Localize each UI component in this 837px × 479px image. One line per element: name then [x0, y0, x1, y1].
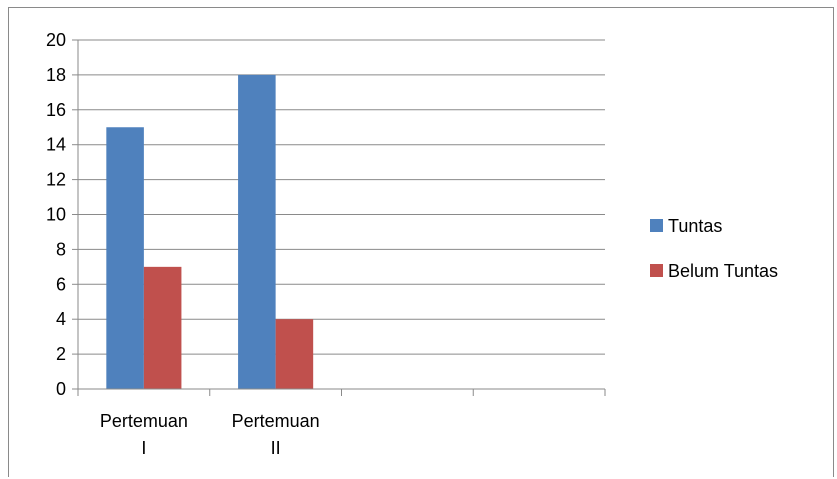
y-tick-label: 18: [46, 65, 66, 85]
bar-tuntas-1: [106, 127, 144, 389]
y-tick-label: 10: [46, 205, 66, 225]
y-tick-labels: 0 2 4 6 8 10 12 14 16 18 20: [46, 30, 66, 399]
bar-tuntas-2: [238, 74, 276, 390]
legend-swatch-tuntas: [650, 219, 663, 232]
y-tick-label: 20: [46, 30, 66, 50]
bar-belum-tuntas-2: [275, 319, 314, 389]
legend-swatch-belum-tuntas: [650, 264, 663, 277]
chart-frame: [8, 7, 834, 477]
legend-label-tuntas: Tuntas: [668, 216, 722, 236]
x-tick-label: Pertemuan: [232, 411, 320, 431]
legend-label-belum-tuntas: Belum Tuntas: [668, 261, 778, 281]
y-tick-label: 4: [56, 309, 66, 329]
y-tick-label: 16: [46, 100, 66, 120]
y-tick-label: 12: [46, 170, 66, 190]
x-tick-label: I: [141, 438, 146, 458]
x-tick-label: Pertemuan: [100, 411, 188, 431]
y-tick-label: 14: [46, 135, 66, 155]
y-tick-label: 0: [56, 379, 66, 399]
bar-belum-tuntas-1: [143, 266, 182, 389]
axes: [72, 39, 606, 396]
legend: Tuntas Belum Tuntas: [650, 216, 778, 281]
x-tick-label: II: [271, 438, 281, 458]
y-tick-label: 6: [56, 274, 66, 294]
bars: [106, 74, 314, 390]
y-tick-label: 8: [56, 239, 66, 259]
x-tick-labels: Pertemuan I Pertemuan II: [100, 411, 320, 458]
y-tick-label: 2: [56, 344, 66, 364]
